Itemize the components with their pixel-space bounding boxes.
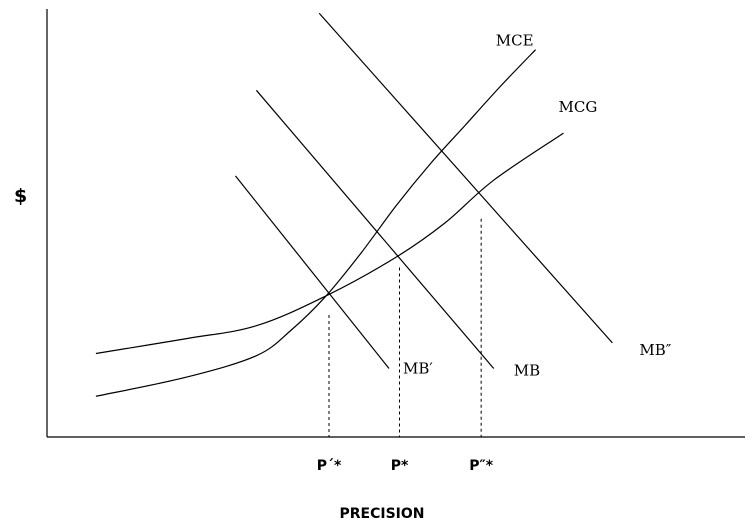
series-mce	[95, 49, 537, 397]
series-mcg	[95, 132, 564, 355]
tick-label-p-double-prime: P″*	[469, 458, 494, 474]
series-labels: MCE MCG MB′ MB MB″	[403, 32, 672, 380]
series-label-mcg: MCG	[559, 98, 598, 116]
series-label-mce: MCE	[496, 32, 534, 50]
series-mb	[255, 89, 495, 369]
series-label-mb: MB	[514, 362, 540, 380]
tick-label-p-prime: P´*	[317, 458, 342, 474]
curves	[95, 12, 613, 397]
guide-lines	[328, 218, 482, 437]
series-label-mb-prime: MB′	[403, 360, 433, 378]
y-axis-label: $	[14, 185, 27, 207]
tick-label-p: P*	[391, 458, 409, 474]
series-label-mb-double-prime: MB″	[639, 341, 671, 359]
x-tick-labels: P´* P* P″*	[317, 458, 494, 474]
x-axis-label: PRECISION	[340, 506, 425, 522]
series-mb-prime	[234, 175, 390, 369]
series-mb-double-prime	[318, 12, 613, 344]
